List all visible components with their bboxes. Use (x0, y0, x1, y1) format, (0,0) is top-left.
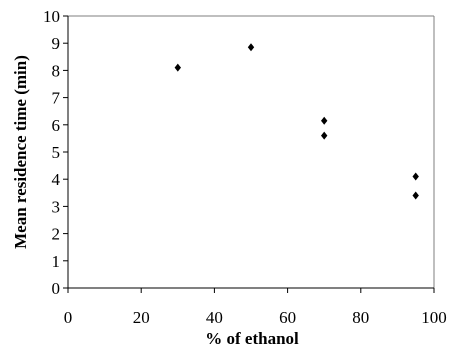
y-tick-label: 2 (52, 225, 61, 244)
x-axis: 0 20 40 60 80 100 (64, 287, 447, 327)
y-tick-label: 6 (52, 116, 61, 135)
y-tick-label: 4 (52, 170, 61, 189)
data-point (247, 43, 255, 52)
data-point (412, 191, 419, 200)
x-tick-label: 40 (206, 308, 223, 327)
x-tick-label: 100 (421, 308, 447, 327)
x-tick-label: 80 (352, 308, 369, 327)
data-point (321, 131, 328, 140)
y-tick-label: 0 (52, 279, 61, 298)
y-tick-label: 9 (52, 34, 61, 53)
y-axis: 0 1 2 3 4 5 6 7 8 9 10 (43, 7, 69, 298)
x-tick-label: 20 (133, 308, 150, 327)
y-tick-label: 3 (52, 197, 61, 216)
y-tick-label: 10 (43, 7, 60, 26)
y-tick-label: 1 (52, 252, 61, 271)
x-axis-title: % of ethanol (205, 329, 299, 348)
plot-frame (68, 15, 435, 288)
data-point (412, 172, 419, 181)
y-tick-label: 5 (52, 143, 61, 162)
data-markers (174, 43, 419, 200)
y-tick-label: 8 (52, 61, 61, 80)
y-tick-label: 7 (52, 89, 61, 108)
x-tick-label: 60 (279, 308, 296, 327)
data-point (174, 63, 181, 72)
data-point (321, 116, 328, 125)
y-axis-title: Mean residence time (min) (11, 55, 30, 249)
x-tick-label: 0 (64, 308, 73, 327)
